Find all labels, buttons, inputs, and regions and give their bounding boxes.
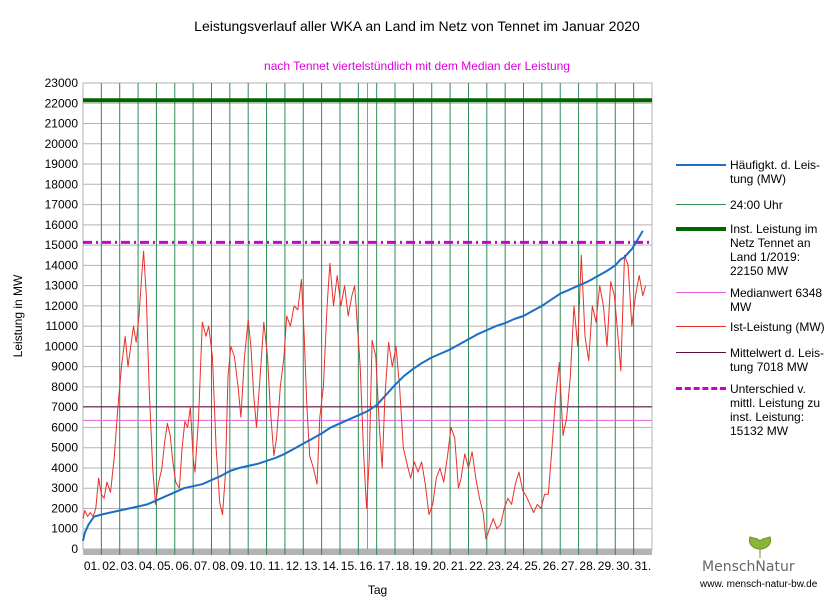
- x-tick-label: 21.: [451, 559, 468, 573]
- x-tick-label: 15.: [341, 559, 358, 573]
- x-tick-label: 12.: [286, 559, 303, 573]
- legend-swatch-installed: [676, 227, 726, 231]
- x-axis-label: Tag: [368, 583, 387, 597]
- x-tick-label: 28.: [579, 559, 596, 573]
- legend-swatch-midnight: [676, 204, 726, 205]
- y-tick-label: 23000: [45, 76, 79, 90]
- y-tick-label: 15000: [45, 238, 79, 252]
- legend-label-frequency: Häufigkt. d. Leis-tung (MW): [730, 158, 821, 186]
- y-tick-label: 10000: [45, 339, 79, 353]
- legend-swatch-mean: [676, 352, 726, 353]
- series-ist-leistung: [82, 250, 647, 540]
- x-tick-label: 31.: [634, 559, 651, 573]
- y-tick-label: 2000: [51, 501, 78, 515]
- brand-name: MenschNatur: [702, 559, 795, 575]
- y-tick-label: 21000: [45, 117, 79, 131]
- y-tick-label: 5000: [51, 441, 78, 455]
- y-tick-label: 20000: [45, 137, 79, 151]
- x-tick-label: 03.: [121, 559, 138, 573]
- y-tick-label: 12000: [45, 299, 79, 313]
- legend-swatch-actual: [676, 326, 726, 327]
- x-tick-label: 01.: [84, 559, 101, 573]
- x-tick-label: 16.: [359, 559, 376, 573]
- legend-label-mean: Mittelwert d. Leis-tung 7018 MW: [730, 346, 825, 374]
- x-tick-label: 18.: [396, 559, 413, 573]
- x-tick-label: 23.: [488, 559, 505, 573]
- y-tick-label: 0: [71, 542, 78, 556]
- legend-swatch-difference: [676, 387, 726, 390]
- x-tick-label: 20.: [433, 559, 450, 573]
- legend-label-installed: Inst. Leistung im Netz Tennet an Land 1/…: [730, 222, 818, 278]
- x-tick-label: 17.: [378, 559, 395, 573]
- y-tick-label: 19000: [45, 157, 79, 171]
- legend-swatch-frequency: [676, 164, 726, 166]
- legend-label-midnight: 24:00 Uhr: [730, 198, 783, 212]
- x-tick-label: 07.: [194, 559, 211, 573]
- ginkgo-leaf-icon: [749, 536, 771, 558]
- x-tick-label: 30.: [616, 559, 633, 573]
- y-tick-label: 17000: [45, 198, 79, 212]
- y-tick-label: 16000: [45, 218, 79, 232]
- y-tick-label: 18000: [45, 177, 79, 191]
- legend-label-difference: Unterschied v. mittl. Leistung zu inst. …: [730, 382, 821, 438]
- x-tick-label: 25.: [524, 559, 541, 573]
- y-tick-label: 11000: [46, 319, 79, 333]
- x-tick-label: 08.: [212, 559, 229, 573]
- x-tick-label: 22.: [469, 559, 486, 573]
- x-tick-label: 11.: [268, 559, 284, 573]
- x-tick-label: 24.: [506, 559, 523, 573]
- y-tick-label: 13000: [45, 279, 79, 293]
- legend-label-median: Medianwert 6348 MW: [730, 286, 823, 314]
- y-tick-label: 6000: [51, 420, 78, 434]
- x-tick-label: 13.: [304, 559, 321, 573]
- y-tick-label: 14000: [45, 258, 79, 272]
- legend-swatch-median: [676, 292, 726, 293]
- x-tick-label: 05.: [157, 559, 174, 573]
- chart-subtitle: nach Tennet viertelstündlich mit dem Med…: [264, 59, 570, 73]
- y-tick-label: 1000: [51, 522, 78, 536]
- x-tick-label: 27.: [561, 559, 578, 573]
- x-axis-strip: [83, 549, 652, 555]
- y-tick-label: 9000: [51, 360, 78, 374]
- y-tick-label: 3000: [51, 481, 78, 495]
- y-tick-label: 7000: [51, 400, 78, 414]
- y-axis-label: Leistung in MW: [11, 274, 25, 357]
- brand-url: www. mensch-natur-bw.de: [700, 579, 818, 590]
- legend-label-actual: Ist-Leistung (MW): [730, 320, 825, 334]
- x-tick-label: 26.: [543, 559, 560, 573]
- y-tick-label: 8000: [51, 380, 78, 394]
- x-tick-label: 06.: [176, 559, 193, 573]
- x-tick-label: 09.: [231, 559, 248, 573]
- y-tick-label: 4000: [51, 461, 78, 475]
- x-tick-label: 29.: [598, 559, 615, 573]
- y-tick-label: 22000: [45, 96, 79, 110]
- chart-title: Leistungsverlauf aller WKA an Land im Ne…: [194, 18, 640, 34]
- x-tick-label: 14.: [322, 559, 339, 573]
- x-tick-label: 19.: [414, 559, 431, 573]
- series-haeufigkeit: [82, 230, 644, 542]
- x-tick-label: 04.: [139, 559, 156, 573]
- x-tick-label: 10.: [249, 559, 266, 573]
- x-tick-label: 02.: [102, 559, 119, 573]
